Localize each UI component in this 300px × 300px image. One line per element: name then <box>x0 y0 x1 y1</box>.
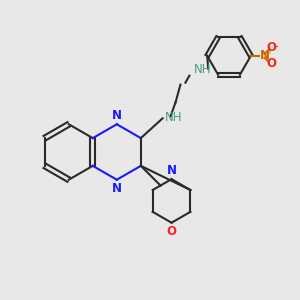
Text: +: + <box>265 46 273 56</box>
Text: NH: NH <box>165 111 182 124</box>
Text: O: O <box>267 57 277 70</box>
Text: O: O <box>167 225 176 238</box>
Text: N: N <box>260 50 270 62</box>
Text: N: N <box>112 182 122 195</box>
Text: O: O <box>267 41 277 55</box>
Text: NH: NH <box>194 63 212 76</box>
Text: -: - <box>274 41 278 51</box>
Text: N: N <box>112 109 122 122</box>
Text: N: N <box>167 164 176 177</box>
